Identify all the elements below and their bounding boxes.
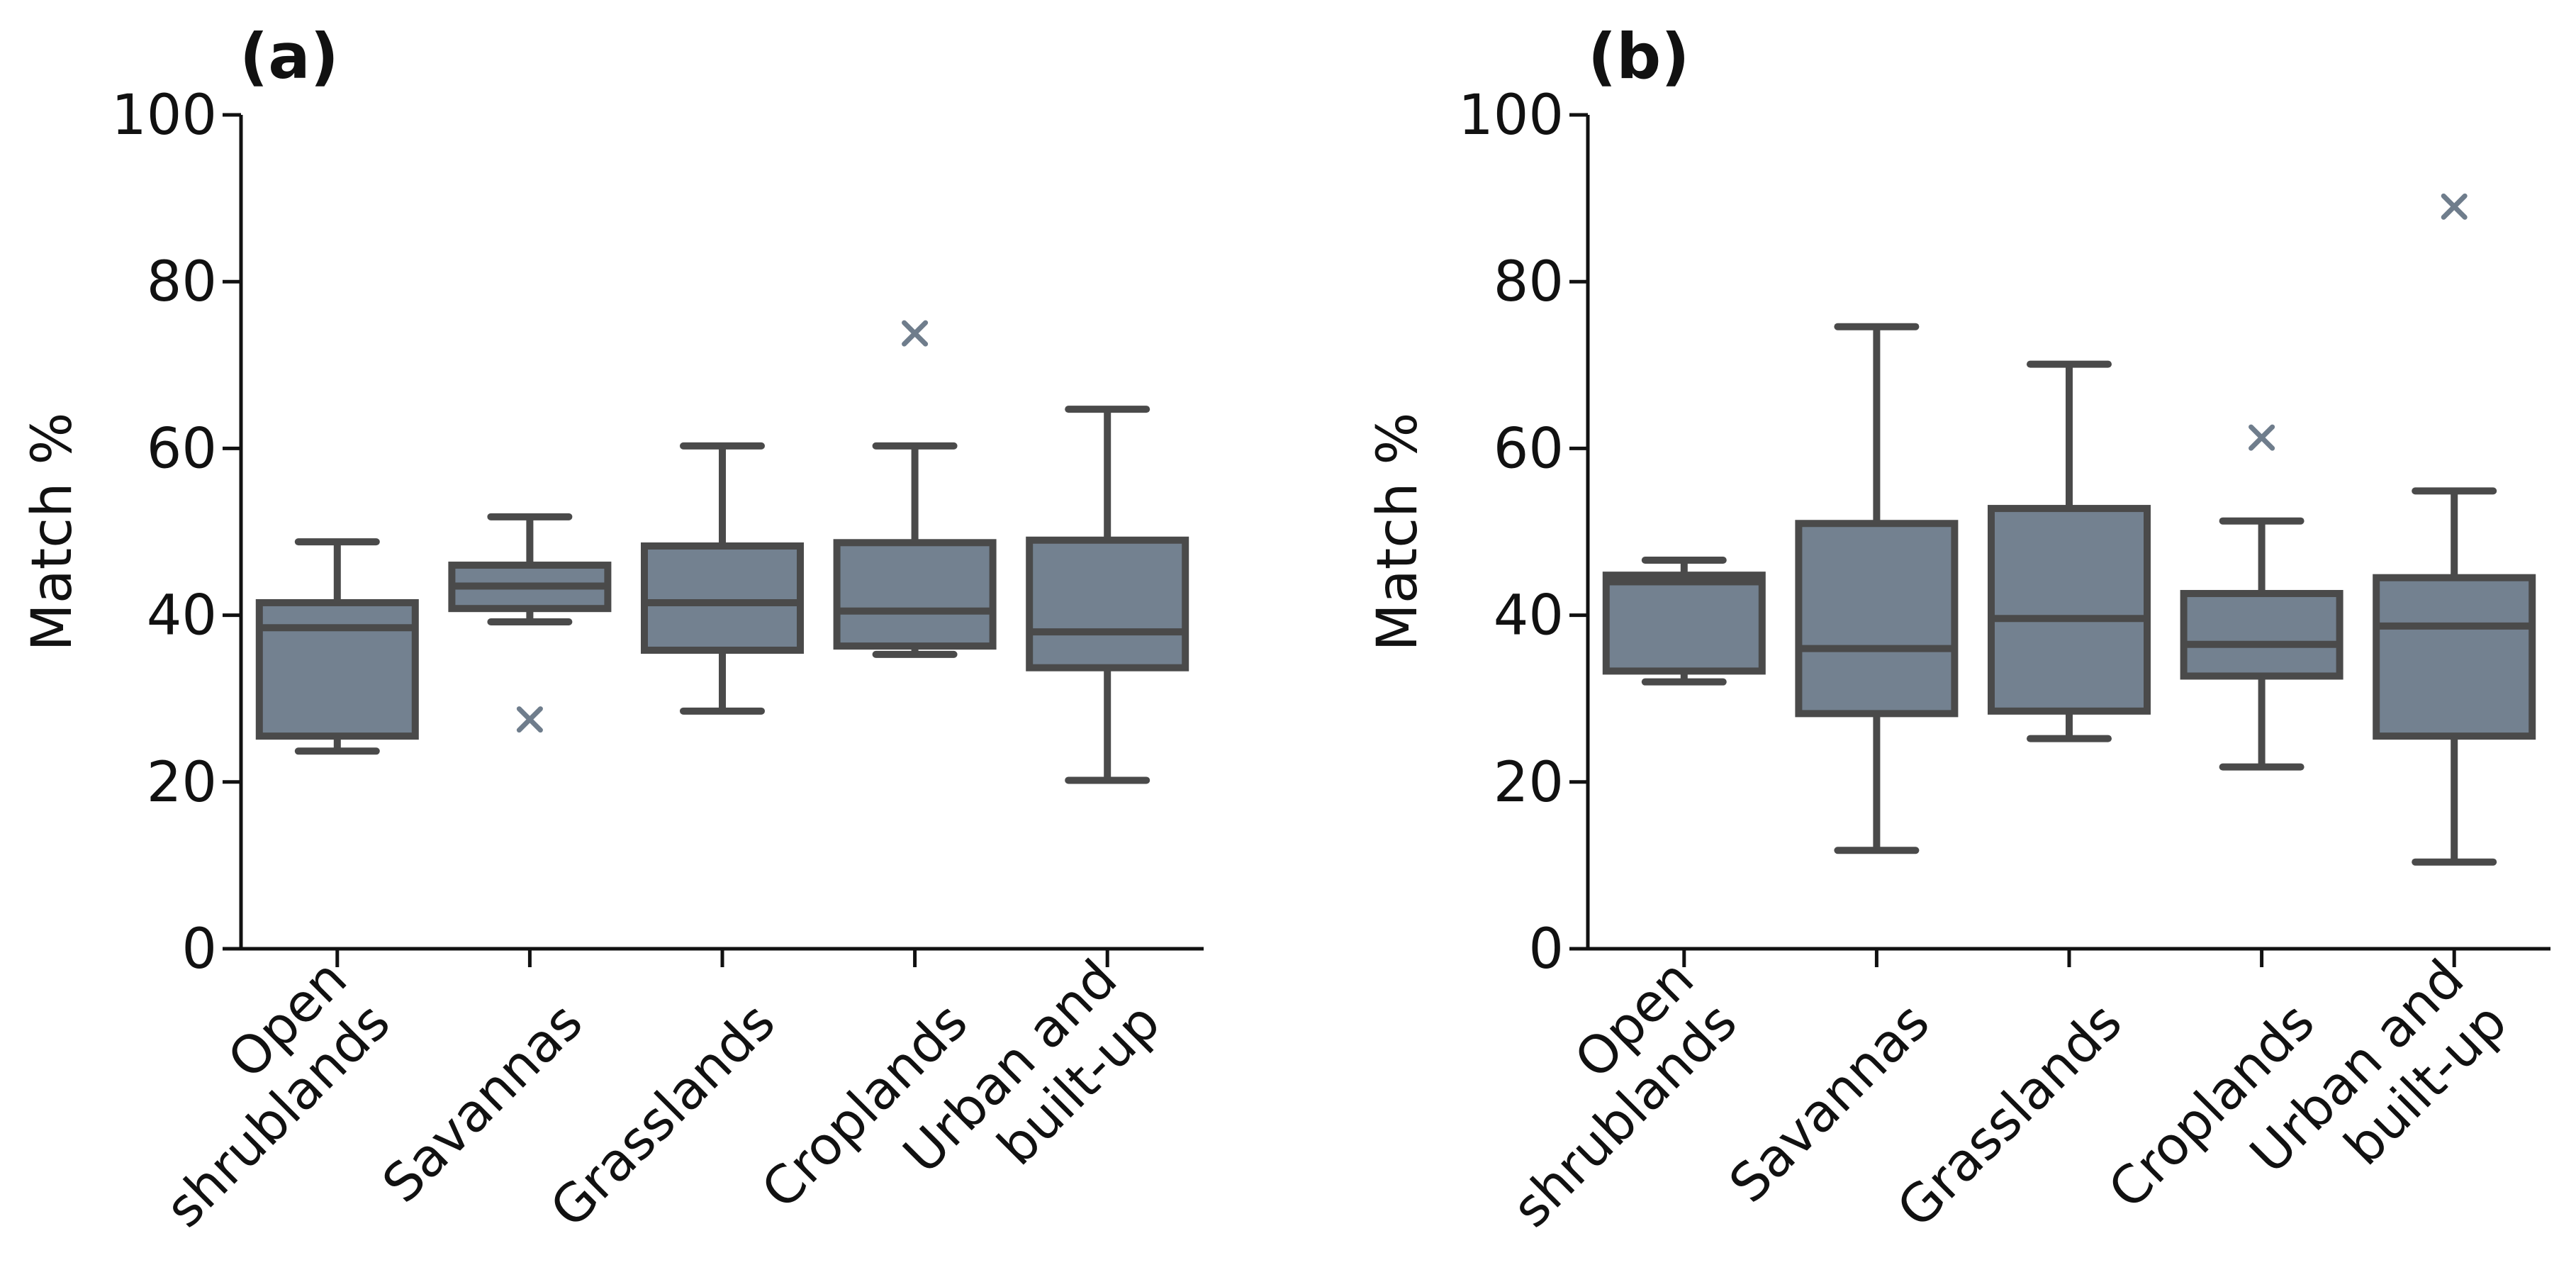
box-iqr	[641, 542, 804, 654]
box-group	[2373, 193, 2536, 866]
box-group	[833, 320, 997, 658]
box-group	[448, 513, 612, 733]
box-group	[1795, 323, 1959, 854]
box-iqr	[1795, 520, 1959, 718]
box-iqr	[1026, 536, 1189, 671]
y-tick-label: 0	[181, 918, 217, 981]
y-tick-label: 40	[1494, 584, 1564, 648]
y-tick-label: 80	[1494, 250, 1564, 314]
box-iqr	[1602, 572, 1766, 675]
box-group	[1602, 556, 1766, 686]
box-iqr	[1988, 505, 2151, 715]
y-tick-label: 100	[111, 84, 217, 147]
box-iqr	[833, 539, 997, 650]
y-axis-title: Match %	[1366, 413, 1430, 652]
panel-label: (b)	[1588, 20, 1689, 93]
category-label: Urban andbuilt-up	[892, 948, 1172, 1228]
outlier-stroke	[2249, 424, 2275, 451]
outlier-marker	[516, 706, 543, 733]
y-tick-label: 40	[147, 584, 217, 648]
box-iqr	[2180, 590, 2343, 680]
outlier-stroke	[2441, 193, 2468, 220]
category-label: Urban andbuilt-up	[2239, 948, 2519, 1228]
y-tick-label: 60	[147, 417, 217, 481]
box-iqr	[255, 598, 419, 740]
y-tick-label: 20	[1494, 751, 1564, 815]
y-tick-label: 20	[147, 751, 217, 815]
category-label: Openshrublands	[111, 948, 402, 1239]
y-axis-title: Match %	[21, 413, 84, 652]
box-group	[1026, 406, 1189, 784]
outlier-marker	[2249, 424, 2275, 451]
category-label: Openshrublands	[1458, 948, 1749, 1239]
box-group	[641, 442, 804, 715]
outlier-marker	[2441, 193, 2468, 220]
outlier-stroke	[902, 320, 929, 347]
box-group	[1988, 360, 2151, 742]
outlier-stroke	[516, 706, 543, 733]
y-tick-label: 0	[1528, 918, 1564, 981]
y-tick-label: 60	[1494, 417, 1564, 481]
panel-label: (a)	[240, 20, 339, 93]
box-group	[255, 538, 419, 755]
box-iqr	[2373, 574, 2536, 740]
y-tick-label: 100	[1458, 84, 1564, 147]
box-group	[2180, 424, 2343, 771]
y-tick-label: 80	[147, 250, 217, 314]
outlier-marker	[902, 320, 929, 347]
